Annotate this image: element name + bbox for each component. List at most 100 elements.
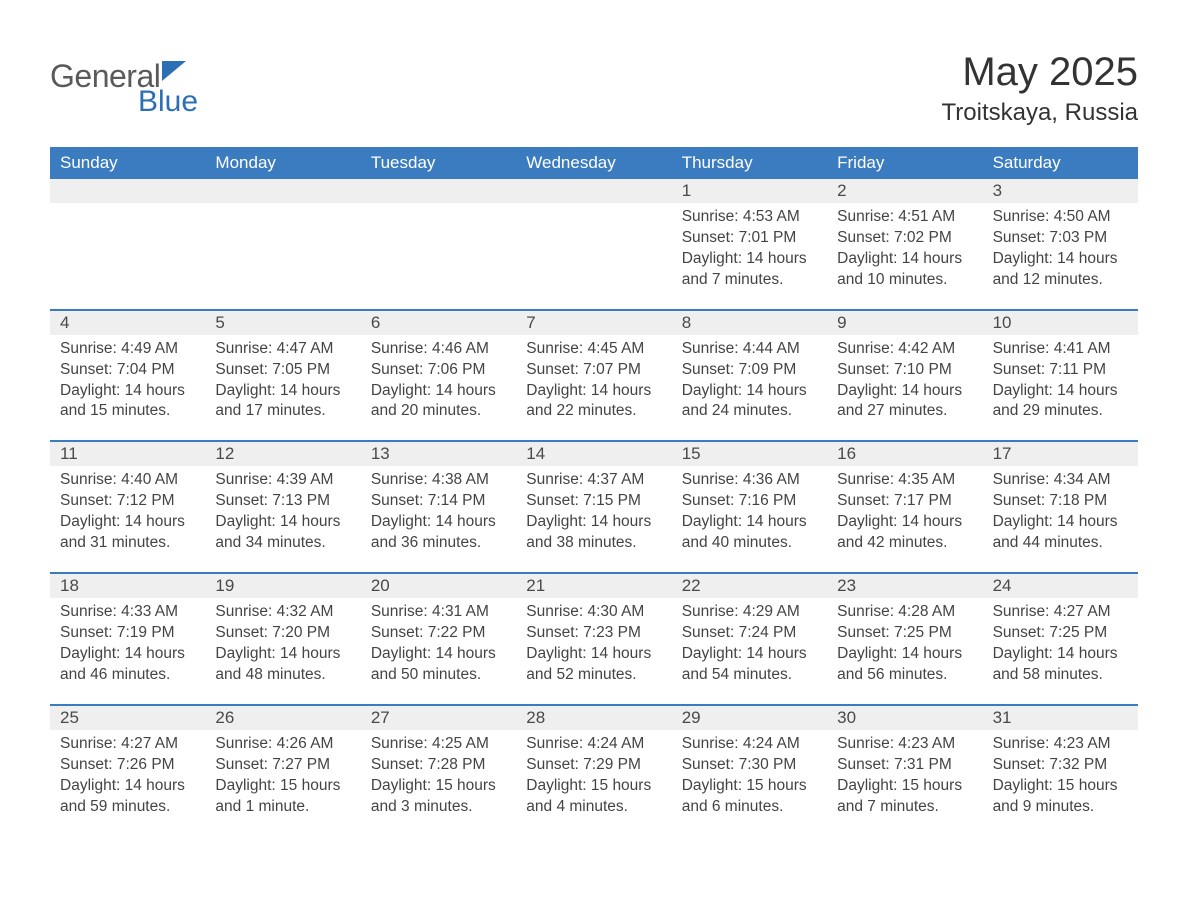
logo: General Blue — [50, 50, 198, 119]
day-cell: 31Sunrise: 4:23 AMSunset: 7:32 PMDayligh… — [983, 704, 1138, 836]
sunrise-line: Sunrise: 4:46 AM — [371, 339, 506, 360]
day-number: 11 — [50, 442, 205, 466]
sunset-line: Sunset: 7:29 PM — [526, 755, 661, 776]
daylight-line: Daylight: 14 hours and 42 minutes. — [837, 512, 972, 554]
day-number: 19 — [205, 574, 360, 598]
daylight-line: Daylight: 14 hours and 12 minutes. — [993, 249, 1128, 291]
day-details: Sunrise: 4:27 AMSunset: 7:25 PMDaylight:… — [983, 598, 1138, 704]
daynum-bar-empty — [516, 179, 671, 203]
day-number: 23 — [827, 574, 982, 598]
daylight-line: Daylight: 14 hours and 54 minutes. — [682, 644, 817, 686]
day-cell: 24Sunrise: 4:27 AMSunset: 7:25 PMDayligh… — [983, 572, 1138, 704]
sunset-line: Sunset: 7:17 PM — [837, 491, 972, 512]
day-number: 16 — [827, 442, 982, 466]
sunset-line: Sunset: 7:25 PM — [993, 623, 1128, 644]
sunset-line: Sunset: 7:27 PM — [215, 755, 350, 776]
logo-text-blue: Blue — [138, 85, 198, 119]
day-cell: 9Sunrise: 4:42 AMSunset: 7:10 PMDaylight… — [827, 309, 982, 441]
day-header: Saturday — [983, 147, 1138, 179]
sunrise-line: Sunrise: 4:28 AM — [837, 602, 972, 623]
day-details: Sunrise: 4:46 AMSunset: 7:06 PMDaylight:… — [361, 335, 516, 441]
sunset-line: Sunset: 7:13 PM — [215, 491, 350, 512]
sunset-line: Sunset: 7:16 PM — [682, 491, 817, 512]
header-row: General Blue May 2025 Troitskaya, Russia — [50, 50, 1138, 127]
day-details: Sunrise: 4:27 AMSunset: 7:26 PMDaylight:… — [50, 730, 205, 836]
day-cell: 20Sunrise: 4:31 AMSunset: 7:22 PMDayligh… — [361, 572, 516, 704]
day-number: 15 — [672, 442, 827, 466]
calendar-grid: SundayMondayTuesdayWednesdayThursdayFrid… — [50, 147, 1138, 835]
sunset-line: Sunset: 7:14 PM — [371, 491, 506, 512]
daylight-line: Daylight: 14 hours and 20 minutes. — [371, 381, 506, 423]
sunset-line: Sunset: 7:04 PM — [60, 360, 195, 381]
sunrise-line: Sunrise: 4:53 AM — [682, 207, 817, 228]
sunset-line: Sunset: 7:03 PM — [993, 228, 1128, 249]
day-cell: 11Sunrise: 4:40 AMSunset: 7:12 PMDayligh… — [50, 440, 205, 572]
daylight-line: Daylight: 14 hours and 40 minutes. — [682, 512, 817, 554]
sunset-line: Sunset: 7:11 PM — [993, 360, 1128, 381]
empty-cell — [361, 179, 516, 309]
sunset-line: Sunset: 7:07 PM — [526, 360, 661, 381]
day-cell: 10Sunrise: 4:41 AMSunset: 7:11 PMDayligh… — [983, 309, 1138, 441]
day-details: Sunrise: 4:24 AMSunset: 7:29 PMDaylight:… — [516, 730, 671, 836]
day-details: Sunrise: 4:50 AMSunset: 7:03 PMDaylight:… — [983, 203, 1138, 309]
daylight-line: Daylight: 14 hours and 46 minutes. — [60, 644, 195, 686]
day-number: 9 — [827, 311, 982, 335]
day-number: 28 — [516, 706, 671, 730]
daylight-line: Daylight: 14 hours and 50 minutes. — [371, 644, 506, 686]
day-details: Sunrise: 4:53 AMSunset: 7:01 PMDaylight:… — [672, 203, 827, 309]
day-number: 31 — [983, 706, 1138, 730]
day-number: 14 — [516, 442, 671, 466]
daylight-line: Daylight: 14 hours and 34 minutes. — [215, 512, 350, 554]
day-details: Sunrise: 4:31 AMSunset: 7:22 PMDaylight:… — [361, 598, 516, 704]
day-number: 1 — [672, 179, 827, 203]
sunrise-line: Sunrise: 4:24 AM — [526, 734, 661, 755]
sunrise-line: Sunrise: 4:36 AM — [682, 470, 817, 491]
sunrise-line: Sunrise: 4:50 AM — [993, 207, 1128, 228]
day-details: Sunrise: 4:37 AMSunset: 7:15 PMDaylight:… — [516, 466, 671, 572]
daylight-line: Daylight: 14 hours and 29 minutes. — [993, 381, 1128, 423]
day-cell: 13Sunrise: 4:38 AMSunset: 7:14 PMDayligh… — [361, 440, 516, 572]
day-number: 24 — [983, 574, 1138, 598]
day-header: Sunday — [50, 147, 205, 179]
day-cell: 14Sunrise: 4:37 AMSunset: 7:15 PMDayligh… — [516, 440, 671, 572]
sunrise-line: Sunrise: 4:47 AM — [215, 339, 350, 360]
sunset-line: Sunset: 7:15 PM — [526, 491, 661, 512]
empty-cell — [50, 179, 205, 309]
daylight-line: Daylight: 14 hours and 24 minutes. — [682, 381, 817, 423]
day-number: 20 — [361, 574, 516, 598]
sunrise-line: Sunrise: 4:32 AM — [215, 602, 350, 623]
daylight-line: Daylight: 14 hours and 7 minutes. — [682, 249, 817, 291]
sunset-line: Sunset: 7:26 PM — [60, 755, 195, 776]
day-cell: 7Sunrise: 4:45 AMSunset: 7:07 PMDaylight… — [516, 309, 671, 441]
day-cell: 28Sunrise: 4:24 AMSunset: 7:29 PMDayligh… — [516, 704, 671, 836]
sunrise-line: Sunrise: 4:37 AM — [526, 470, 661, 491]
day-details: Sunrise: 4:44 AMSunset: 7:09 PMDaylight:… — [672, 335, 827, 441]
daylight-line: Daylight: 14 hours and 52 minutes. — [526, 644, 661, 686]
day-cell: 22Sunrise: 4:29 AMSunset: 7:24 PMDayligh… — [672, 572, 827, 704]
day-header: Wednesday — [516, 147, 671, 179]
day-cell: 6Sunrise: 4:46 AMSunset: 7:06 PMDaylight… — [361, 309, 516, 441]
sunrise-line: Sunrise: 4:45 AM — [526, 339, 661, 360]
day-number: 18 — [50, 574, 205, 598]
sunset-line: Sunset: 7:22 PM — [371, 623, 506, 644]
day-number: 8 — [672, 311, 827, 335]
day-details: Sunrise: 4:45 AMSunset: 7:07 PMDaylight:… — [516, 335, 671, 441]
sunset-line: Sunset: 7:19 PM — [60, 623, 195, 644]
daylight-line: Daylight: 14 hours and 17 minutes. — [215, 381, 350, 423]
day-header: Tuesday — [361, 147, 516, 179]
day-cell: 21Sunrise: 4:30 AMSunset: 7:23 PMDayligh… — [516, 572, 671, 704]
day-details: Sunrise: 4:38 AMSunset: 7:14 PMDaylight:… — [361, 466, 516, 572]
day-number: 25 — [50, 706, 205, 730]
sunrise-line: Sunrise: 4:23 AM — [993, 734, 1128, 755]
day-details: Sunrise: 4:25 AMSunset: 7:28 PMDaylight:… — [361, 730, 516, 836]
sunset-line: Sunset: 7:23 PM — [526, 623, 661, 644]
day-cell: 25Sunrise: 4:27 AMSunset: 7:26 PMDayligh… — [50, 704, 205, 836]
daylight-line: Daylight: 15 hours and 1 minute. — [215, 776, 350, 818]
sunset-line: Sunset: 7:06 PM — [371, 360, 506, 381]
daylight-line: Daylight: 14 hours and 15 minutes. — [60, 381, 195, 423]
day-details: Sunrise: 4:33 AMSunset: 7:19 PMDaylight:… — [50, 598, 205, 704]
day-details: Sunrise: 4:34 AMSunset: 7:18 PMDaylight:… — [983, 466, 1138, 572]
empty-cell — [516, 179, 671, 309]
daynum-bar-empty — [50, 179, 205, 203]
sunset-line: Sunset: 7:25 PM — [837, 623, 972, 644]
